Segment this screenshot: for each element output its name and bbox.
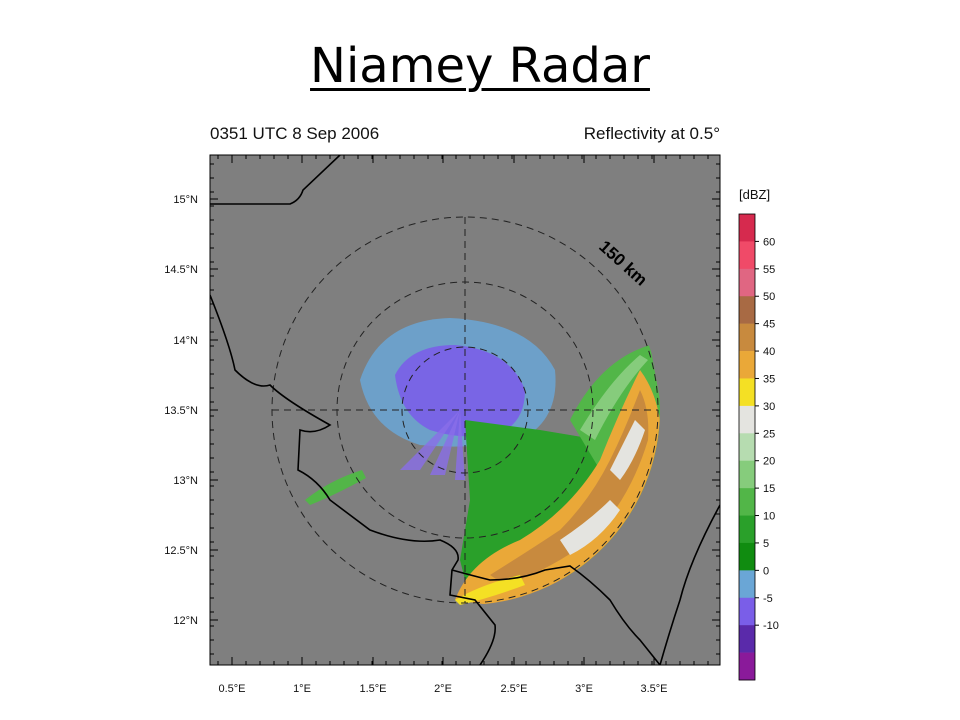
echo-green-fringe xyxy=(580,355,648,440)
echo-white-patches xyxy=(560,420,645,555)
lon-label: 2.5°E xyxy=(500,683,527,695)
border-benin-niger xyxy=(451,565,661,665)
echo-purple-spokes xyxy=(400,410,465,480)
lat-label: 12.5°N xyxy=(164,545,198,557)
colorbar-swatch xyxy=(739,433,755,462)
latitude-axis: 15°N 14.5°N 14°N 13.5°N 13°N 12.5°N 12°N xyxy=(164,163,720,655)
lon-label: 1.5°E xyxy=(359,683,386,695)
lat-label: 13.5°N xyxy=(164,405,198,417)
colorbar-swatch xyxy=(739,268,755,297)
colorbar-swatch xyxy=(739,351,755,379)
colorbar-swatch xyxy=(739,460,755,489)
lon-label: 3.5°E xyxy=(640,683,667,695)
slide-title: Niamey Radar xyxy=(310,38,650,94)
country-borders xyxy=(210,155,720,665)
lon-label: 1°E xyxy=(293,683,311,695)
colorbar-frame xyxy=(738,213,756,681)
lon-label: 2°E xyxy=(434,683,452,695)
colorbar-swatch xyxy=(739,214,755,242)
colorbar-swatch xyxy=(739,323,755,352)
field-label: Reflectivity at 0.5° xyxy=(583,124,720,143)
lat-label: 15°N xyxy=(173,194,198,206)
colorbar-unit: [dBZ] xyxy=(739,187,770,202)
longitude-axis: 0.5°E 1°E 1.5°E 2°E 2.5°E 3°E 3.5°E xyxy=(217,155,709,695)
colorbar-label: 5 xyxy=(763,538,769,550)
border-nigeria-niger xyxy=(659,504,720,665)
colorbar-label: 20 xyxy=(763,456,775,468)
colorbar-swatch xyxy=(739,488,755,516)
colorbar-label: 25 xyxy=(763,428,775,440)
colorbar-swatch xyxy=(739,405,755,434)
lat-label: 12°N xyxy=(173,615,198,627)
colorbar-label: -5 xyxy=(763,593,773,605)
lon-label: 3°E xyxy=(575,683,593,695)
range-rings xyxy=(271,216,659,604)
colorbar-label: 60 xyxy=(763,236,775,248)
colorbar-label: 10 xyxy=(763,511,775,523)
echo-purple xyxy=(395,345,525,437)
border-mali-niger xyxy=(210,155,341,205)
echo-west-cell xyxy=(305,470,366,505)
colorbar-label: 30 xyxy=(763,401,775,413)
colorbar-swatch xyxy=(739,378,755,407)
colorbar-swatch xyxy=(739,515,755,544)
timestamp-label: 0351 UTC 8 Sep 2006 xyxy=(210,124,380,143)
lon-label: 0.5°E xyxy=(218,683,245,695)
colorbar-label: -10 xyxy=(763,620,779,632)
colorbar-label: 45 xyxy=(763,319,775,331)
echo-yellow-edge xyxy=(455,575,525,605)
colorbar-swatch xyxy=(739,625,755,653)
colorbar-swatch xyxy=(739,542,755,571)
lat-label: 13°N xyxy=(173,475,198,487)
colorbar-swatch xyxy=(739,296,755,324)
colorbar-label: 35 xyxy=(763,373,775,385)
colorbar-label: 55 xyxy=(763,264,775,276)
colorbar-swatch xyxy=(739,570,755,599)
lat-label: 14°N xyxy=(173,335,198,347)
lat-label: 14.5°N xyxy=(164,264,198,276)
colorbar-swatch xyxy=(739,597,755,626)
colorbar-label: 0 xyxy=(763,565,769,577)
colorbar-label: 50 xyxy=(763,291,775,303)
colorbar-label: 40 xyxy=(763,346,775,358)
border-burkina-niger xyxy=(210,294,497,665)
colorbar-swatch xyxy=(739,241,755,270)
colorbar-label: 15 xyxy=(763,483,775,495)
colorbar-swatch xyxy=(739,652,755,681)
